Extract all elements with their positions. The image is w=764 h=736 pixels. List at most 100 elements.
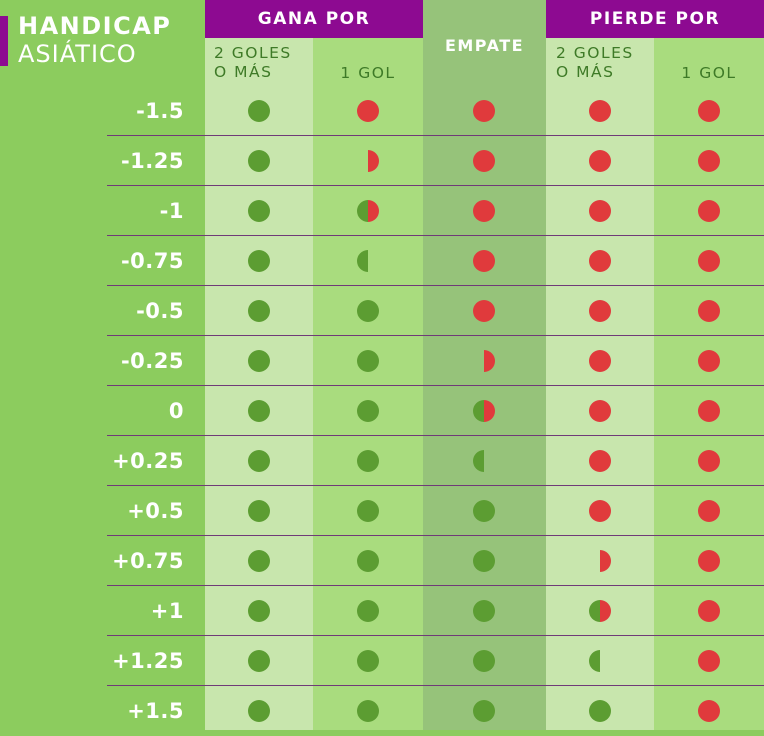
row-divider [107, 185, 764, 186]
table-row: +1.25 [0, 636, 764, 686]
win-dot-icon-win-one-goal [357, 300, 379, 322]
half-win-icon-draw [473, 450, 484, 472]
row-divider [107, 535, 764, 536]
handicap-value: -0.75 [120, 249, 184, 273]
loss-dot-icon-draw [473, 200, 495, 222]
loss-dot-icon-lose-two-goals [589, 400, 611, 422]
table-row: +1 [0, 586, 764, 636]
handicap-value: +0.5 [127, 499, 184, 523]
loss-dot-icon-lose-one-goal [698, 500, 720, 522]
row-divider [107, 585, 764, 586]
row-divider [107, 285, 764, 286]
handicap-value: -0.5 [136, 299, 184, 323]
win-dot-icon-draw [473, 600, 495, 622]
loss-dot-icon-lose-one-goal [698, 700, 720, 722]
loss-dot-icon-lose-two-goals [589, 300, 611, 322]
loss-dot-icon-draw [473, 250, 495, 272]
row-divider [107, 335, 764, 336]
table-row: -1.5 [0, 86, 764, 136]
loss-dot-icon-lose-two-goals [589, 500, 611, 522]
win-dot-icon-win-two-goals [248, 600, 270, 622]
handicap-value: +1.25 [112, 649, 184, 673]
loss-dot-icon-lose-one-goal [698, 100, 720, 122]
loss-dot-icon-lose-two-goals [589, 200, 611, 222]
row-divider [107, 635, 764, 636]
win-dot-icon-win-one-goal [357, 500, 379, 522]
title-line-2: ASIÁTICO [18, 40, 137, 68]
handicap-value: -0.25 [120, 349, 184, 373]
handicap-value: -1 [159, 199, 184, 223]
table-row: -0.75 [0, 236, 764, 286]
win-dot-icon-draw [473, 700, 495, 722]
win-dot-icon-win-two-goals [248, 250, 270, 272]
table-row: -1.25 [0, 136, 764, 186]
loss-dot-icon-lose-two-goals [589, 450, 611, 472]
win-dot-icon-win-two-goals [248, 650, 270, 672]
header-lose-by: PIERDE POR [546, 0, 764, 38]
table-row: -0.5 [0, 286, 764, 336]
subheader-lose-one-goal: 1 GOL [681, 64, 737, 82]
table-row: -1 [0, 186, 764, 236]
loss-dot-icon-draw [473, 150, 495, 172]
loss-dot-icon-lose-one-goal [698, 300, 720, 322]
win-dot-icon-win-one-goal [357, 650, 379, 672]
table-row: +0.5 [0, 486, 764, 536]
header-draw: EMPATE [444, 36, 525, 55]
handicap-value: -1.5 [136, 99, 184, 123]
handicap-value: +1.5 [127, 699, 184, 723]
loss-dot-icon-lose-one-goal [698, 350, 720, 372]
loss-dot-icon-draw [473, 300, 495, 322]
handicap-value: +1 [150, 599, 184, 623]
subheader-win-two-goals: 2 GOLES O MÁS [214, 44, 292, 81]
row-divider [107, 485, 764, 486]
loss-dot-icon-lose-one-goal [698, 450, 720, 472]
half-loss-icon-lose-two-goals [600, 550, 611, 572]
win-dot-icon-win-two-goals [248, 300, 270, 322]
loss-dot-icon-lose-two-goals [589, 250, 611, 272]
win-dot-icon-win-two-goals [248, 450, 270, 472]
loss-dot-icon-lose-one-goal [698, 250, 720, 272]
win-dot-icon-win-two-goals [248, 100, 270, 122]
header-win-by: GANA POR [205, 0, 423, 38]
win-dot-icon-win-two-goals [248, 500, 270, 522]
win-dot-icon-win-one-goal [357, 600, 379, 622]
row-divider [107, 435, 764, 436]
win-dot-icon-win-two-goals [248, 150, 270, 172]
push-dot-icon-draw [473, 400, 495, 422]
handicap-value: 0 [168, 399, 184, 423]
win-dot-icon-win-one-goal [357, 350, 379, 372]
win-dot-icon-win-two-goals [248, 200, 270, 222]
win-dot-icon-win-one-goal [357, 700, 379, 722]
row-divider [107, 385, 764, 386]
loss-dot-icon-win-one-goal [357, 100, 379, 122]
row-divider [107, 135, 764, 136]
loss-dot-icon-lose-one-goal [698, 550, 720, 572]
win-dot-icon-lose-two-goals [589, 700, 611, 722]
subheader-win-one-goal: 1 GOL [340, 64, 396, 82]
half-loss-icon-draw [484, 350, 495, 372]
win-dot-icon-win-two-goals [248, 350, 270, 372]
win-dot-icon-win-two-goals [248, 550, 270, 572]
win-dot-icon-win-one-goal [357, 450, 379, 472]
handicap-value: -1.25 [120, 149, 184, 173]
loss-dot-icon-lose-one-goal [698, 150, 720, 172]
loss-dot-icon-lose-one-goal [698, 650, 720, 672]
handicap-value: +0.75 [112, 549, 184, 573]
title-line-1: HANDICAP [18, 12, 172, 40]
half-win-icon-lose-two-goals [589, 650, 600, 672]
win-dot-icon-draw [473, 550, 495, 572]
push-dot-icon-lose-two-goals [589, 600, 611, 622]
win-dot-icon-win-one-goal [357, 400, 379, 422]
title-accent-bar [0, 16, 8, 66]
loss-dot-icon-lose-two-goals [589, 100, 611, 122]
loss-dot-icon-lose-one-goal [698, 400, 720, 422]
handicap-value: +0.25 [112, 449, 184, 473]
subheader-lose-two-goals: 2 GOLES O MÁS [556, 44, 634, 81]
row-divider [107, 685, 764, 686]
table-row: -0.25 [0, 336, 764, 386]
win-dot-icon-win-two-goals [248, 700, 270, 722]
win-dot-icon-draw [473, 500, 495, 522]
loss-dot-icon-draw [473, 100, 495, 122]
loss-dot-icon-lose-one-goal [698, 600, 720, 622]
table-row: +0.75 [0, 536, 764, 586]
